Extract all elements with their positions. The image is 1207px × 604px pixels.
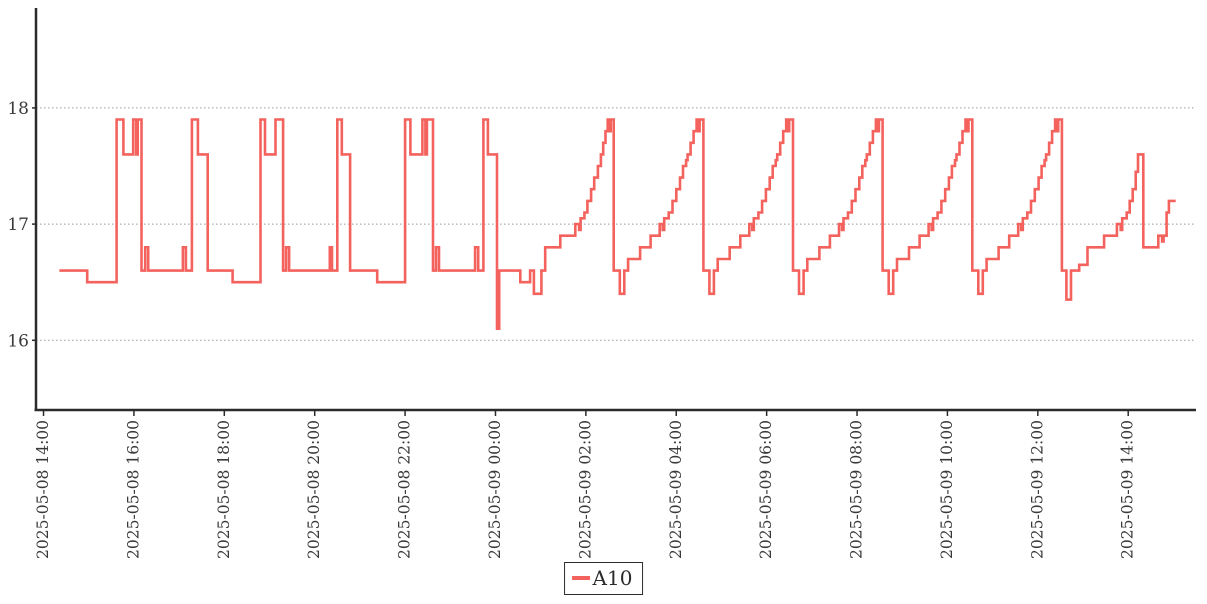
legend-series-swatch bbox=[571, 576, 590, 580]
x-tick-label: 2025-05-09 12:00 bbox=[1028, 420, 1046, 559]
x-tick-label: 2025-05-09 00:00 bbox=[486, 420, 504, 559]
y-tick-label: 17 bbox=[7, 215, 29, 235]
x-tick-label: 2025-05-09 02:00 bbox=[576, 420, 594, 559]
x-tick-label: 2025-05-08 16:00 bbox=[124, 420, 142, 559]
x-tick-label: 2025-05-08 20:00 bbox=[305, 420, 323, 559]
y-tick-label: 18 bbox=[7, 99, 29, 119]
x-tick-label: 2025-05-09 10:00 bbox=[938, 420, 956, 559]
y-tick-label: 16 bbox=[7, 331, 29, 351]
series-line-A10 bbox=[59, 118, 1176, 330]
x-tick-label: 2025-05-09 04:00 bbox=[667, 420, 685, 559]
x-tick-label: 2025-05-09 08:00 bbox=[848, 420, 866, 559]
x-tick-label: 2025-05-08 18:00 bbox=[215, 420, 233, 559]
legend-box: A10 bbox=[563, 562, 644, 595]
legend-series-label: A10 bbox=[592, 566, 633, 590]
x-tick-label: 2025-05-09 14:00 bbox=[1119, 420, 1137, 559]
x-tick-label: 2025-05-08 22:00 bbox=[396, 420, 414, 559]
x-tick-label: 2025-05-09 06:00 bbox=[757, 420, 775, 559]
x-tick-label: 2025-05-08 14:00 bbox=[34, 420, 52, 559]
